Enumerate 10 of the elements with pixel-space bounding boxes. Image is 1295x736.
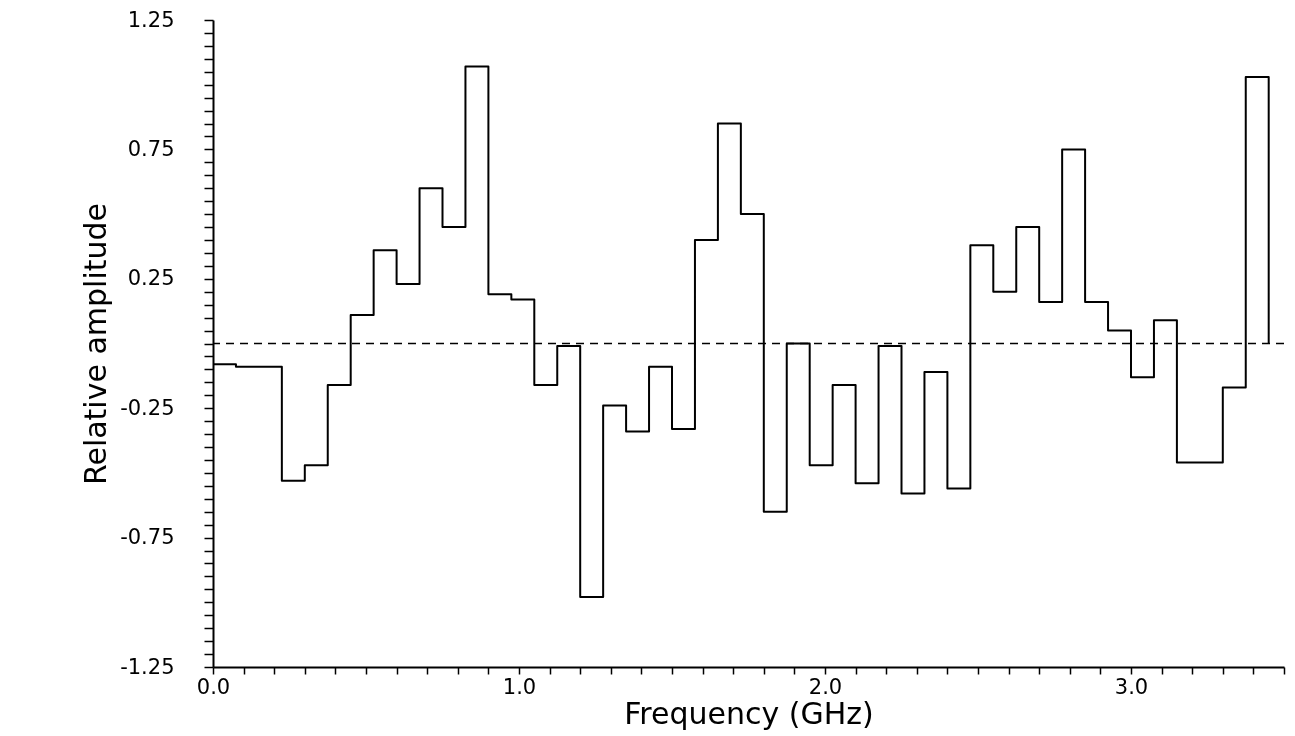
y-axis-title: Relative amplitude <box>78 202 114 486</box>
y-tick-label: 0.25 <box>127 266 175 291</box>
y-tick-label: -0.75 <box>120 525 175 550</box>
x-tick-label: 3.0 <box>1114 674 1149 699</box>
x-tick-label: 0.0 <box>196 674 231 699</box>
y-tick-label: 1.25 <box>127 7 175 32</box>
y-tick-label: -1.25 <box>120 654 175 679</box>
y-tick-label: -0.25 <box>120 395 175 420</box>
x-tick-label: 1.0 <box>502 674 537 699</box>
y-tick-label: 0.75 <box>127 136 175 161</box>
